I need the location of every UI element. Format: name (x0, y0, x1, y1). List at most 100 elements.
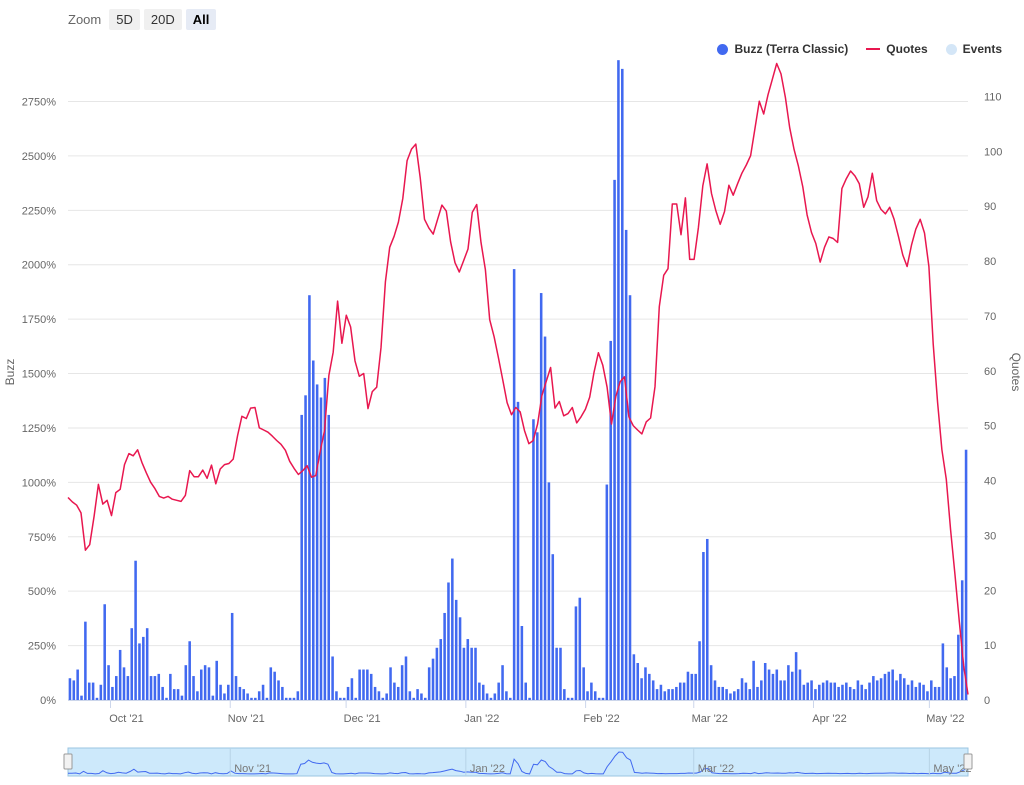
buzz-bar (648, 673, 651, 700)
buzz-bar (431, 658, 435, 700)
buzz-bar (172, 689, 176, 700)
buzz-bar (87, 682, 91, 700)
buzz-bar (810, 680, 813, 700)
buzz-bar (91, 682, 95, 700)
buzz-bar (663, 691, 667, 700)
buzz-bar (196, 691, 199, 700)
buzz-bar (918, 682, 921, 700)
buzz-bar (427, 667, 431, 700)
buzz-bar (613, 179, 616, 700)
buzz-bar (899, 673, 902, 700)
y-left-tick-label: 2250% (22, 205, 56, 217)
y-right-tick-label: 110 (984, 91, 1002, 103)
buzz-bar (505, 691, 508, 700)
buzz-bar (914, 686, 918, 700)
buzz-bar (358, 669, 361, 700)
buzz-bar (578, 597, 582, 700)
buzz-bar (566, 697, 570, 700)
x-tick-label: Nov '21 (228, 713, 265, 725)
buzz-bar (964, 449, 968, 700)
buzz-bar (860, 684, 864, 700)
y-right-axis-title: Quotes (1009, 353, 1023, 392)
buzz-bar (771, 673, 775, 700)
legend-item-buzz[interactable]: Buzz (Terra Classic) (717, 42, 848, 56)
buzz-bar (277, 680, 280, 700)
buzz-bar (930, 680, 933, 700)
buzz-bar (733, 691, 736, 700)
navigator-right-handle[interactable] (963, 753, 973, 770)
buzz-bar (609, 340, 612, 700)
buzz-bar (377, 691, 381, 700)
legend-item-events[interactable]: Events (945, 42, 1002, 56)
buzz-bar (879, 678, 883, 700)
buzz-bar (269, 667, 273, 700)
y-right-tick-label: 20 (984, 585, 996, 597)
buzz-bar (760, 680, 763, 700)
buzz-bar (408, 691, 412, 700)
navigator[interactable]: Nov '21 Jan '22 Mar '22 May '22 (63, 747, 973, 777)
buzz-bar (748, 689, 752, 700)
buzz-bar (910, 680, 914, 700)
buzz-bar (586, 691, 589, 700)
buzz-bar (593, 691, 597, 700)
y-right-tick-label: 60 (984, 366, 996, 378)
buzz-bar (621, 68, 624, 701)
buzz-bar (864, 689, 867, 700)
buzz-bar (420, 693, 423, 700)
buzz-bar (497, 682, 500, 700)
y-right-tick-label: 80 (984, 256, 996, 268)
buzz-bar (80, 695, 83, 700)
buzz-bar (369, 673, 373, 700)
buzz-bar (142, 636, 145, 700)
buzz-bar (331, 656, 334, 700)
buzz-bar (933, 686, 937, 700)
buzz-bar (339, 697, 342, 700)
buzz-bar (400, 665, 404, 700)
buzz-bar (381, 697, 385, 700)
y-left-tick-label: 1000% (22, 477, 56, 489)
x-tick-label: Mar '22 (692, 713, 728, 725)
buzz-bar (261, 684, 265, 700)
zoom-all-button[interactable]: All (185, 8, 217, 30)
zoom-20d-button[interactable]: 20D (143, 8, 182, 30)
buzz-bar (149, 676, 153, 700)
buzz-bar (806, 682, 809, 700)
buzz-bar (485, 693, 489, 700)
legend-events-label: Events (962, 42, 1002, 56)
buzz-bar (949, 678, 952, 700)
buzz-bar (794, 652, 798, 700)
buzz-bar (798, 669, 802, 700)
legend-item-quotes[interactable]: Quotes (866, 42, 928, 56)
buzz-bar (145, 628, 149, 700)
zoom-5d-button[interactable]: 5D (109, 8, 140, 30)
legend-buzz-label: Buzz (Terra Classic) (734, 42, 849, 56)
navigator-series (68, 751, 969, 775)
buzz-bar (775, 669, 779, 700)
buzz-bar (478, 682, 481, 700)
legend-quotes-label: Quotes (886, 42, 928, 56)
buzz-bar (227, 684, 230, 700)
buzz-bar (122, 667, 126, 700)
y-right-tick-label: 90 (984, 201, 996, 213)
x-tick-label: Dec '21 (344, 713, 381, 725)
y-left-tick-label: 750% (28, 532, 56, 544)
navigator-left-handle[interactable] (63, 753, 73, 770)
buzz-bar (454, 599, 458, 700)
buzz-bar (373, 686, 377, 700)
buzz-bar (250, 697, 253, 700)
legend-quotes-marker (866, 48, 881, 50)
buzz-bar (555, 647, 558, 700)
buzz-bar (729, 693, 732, 700)
buzz-bar (215, 660, 218, 700)
buzz-bar (385, 693, 388, 700)
buzz-bar (99, 684, 103, 700)
buzz-bar (756, 686, 759, 700)
navigator-range (67, 747, 969, 777)
buzz-bar (184, 665, 188, 700)
buzz-bar (126, 676, 130, 700)
buzz-bar (906, 684, 910, 700)
buzz-bar (601, 697, 605, 700)
chart-legend: Buzz (Terra Classic) Quotes Events (717, 42, 1002, 56)
buzz-bar (624, 229, 628, 701)
buzz-bar (721, 686, 724, 700)
